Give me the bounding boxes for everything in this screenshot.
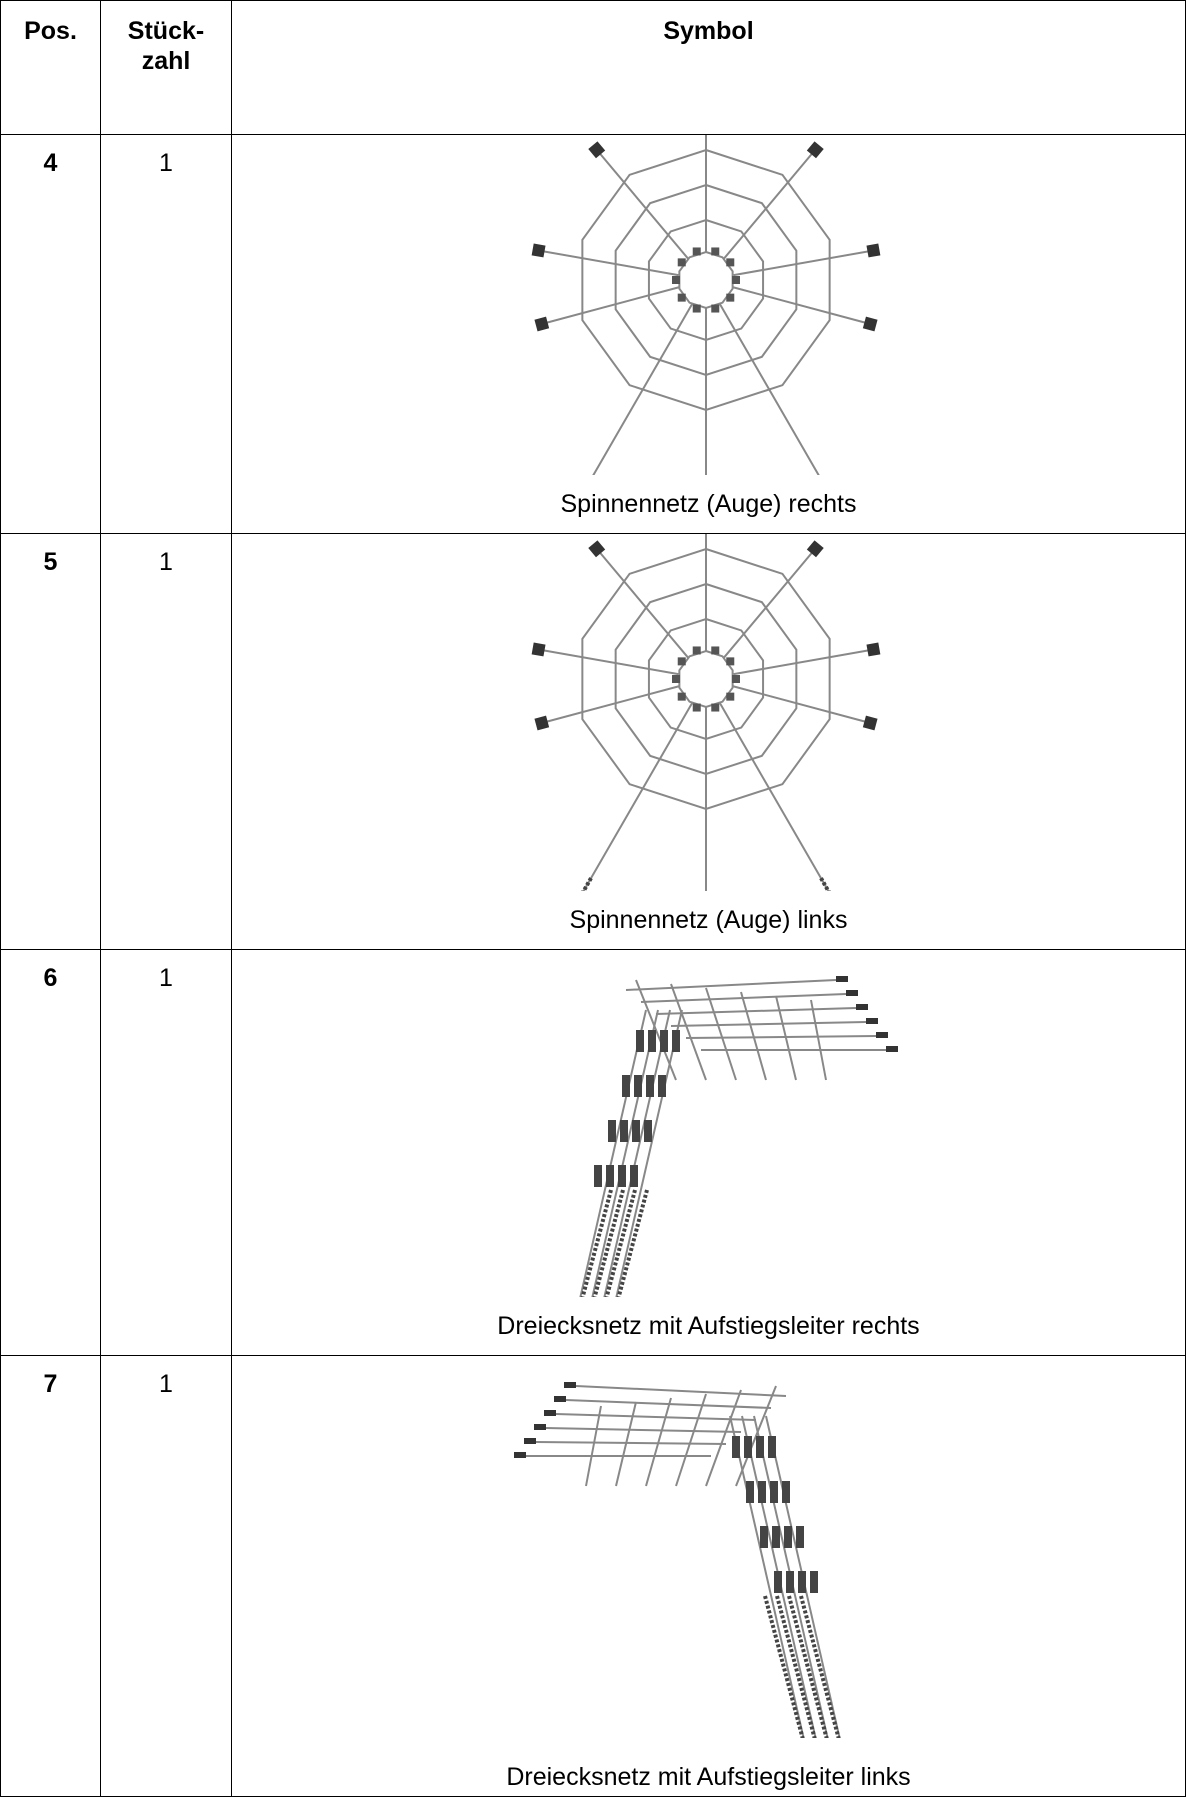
symbol-cell: Dreiecksnetz mit Aufstiegsleiter links bbox=[231, 1355, 1186, 1797]
symbol-cell: Dreiecksnetz mit Aufstiegsleiter rechts bbox=[231, 949, 1186, 1356]
table-row: 4 1 Spinnennetz (Auge) rechts bbox=[0, 134, 1190, 534]
symbol-cell: Spinnennetz (Auge) rechts bbox=[231, 134, 1186, 534]
pos: 7 bbox=[43, 1370, 58, 1398]
pos-cell: 6 bbox=[0, 949, 101, 1356]
pos-cell: 7 bbox=[0, 1355, 101, 1797]
symbol-image bbox=[579, 976, 898, 1297]
count-cell: 1 bbox=[100, 949, 232, 1356]
caption: Dreiecksnetz mit Aufstiegsleiter rechts bbox=[497, 1312, 920, 1340]
pos: 6 bbox=[43, 964, 58, 992]
pos: 4 bbox=[43, 149, 58, 177]
caption: Dreiecksnetz mit Aufstiegsleiter links bbox=[506, 1763, 911, 1791]
header-pos: Pos. bbox=[24, 17, 77, 45]
header-cell: Stück- zahl bbox=[100, 0, 232, 135]
count: 1 bbox=[159, 149, 173, 177]
symbol-image bbox=[531, 534, 881, 891]
count-cell: 1 bbox=[100, 134, 232, 534]
pos-cell: 4 bbox=[0, 134, 101, 534]
count: 1 bbox=[159, 548, 173, 576]
symbol-cell: Spinnennetz (Auge) links bbox=[231, 533, 1186, 950]
header-symbol: Symbol bbox=[663, 17, 754, 45]
table-row: 5 1 Spinnennetz (Auge) links bbox=[0, 533, 1190, 950]
caption: Spinnennetz (Auge) rechts bbox=[560, 490, 857, 518]
count-cell: 1 bbox=[100, 533, 232, 950]
pos-cell: 5 bbox=[0, 533, 101, 950]
header-count: Stück- bbox=[127, 17, 205, 45]
table-row: 6 1 Dreiecksnetz mit Aufstiegsleiter recht… bbox=[0, 949, 1190, 1356]
caption: Spinnennetz (Auge) links bbox=[569, 906, 848, 934]
header-count: zahl bbox=[141, 47, 191, 75]
header-cell: Symbol bbox=[231, 0, 1186, 135]
count: 1 bbox=[159, 1370, 173, 1398]
table-row: 7 1 Dreiecksnetz mit Aufstiegsleiter links bbox=[0, 1355, 1190, 1797]
count: 1 bbox=[159, 964, 173, 992]
symbol-image bbox=[531, 135, 881, 475]
pos: 5 bbox=[43, 548, 58, 576]
count-cell: 1 bbox=[100, 1355, 232, 1797]
header-cell: Pos. bbox=[0, 0, 101, 135]
symbol-image bbox=[514, 1382, 841, 1738]
